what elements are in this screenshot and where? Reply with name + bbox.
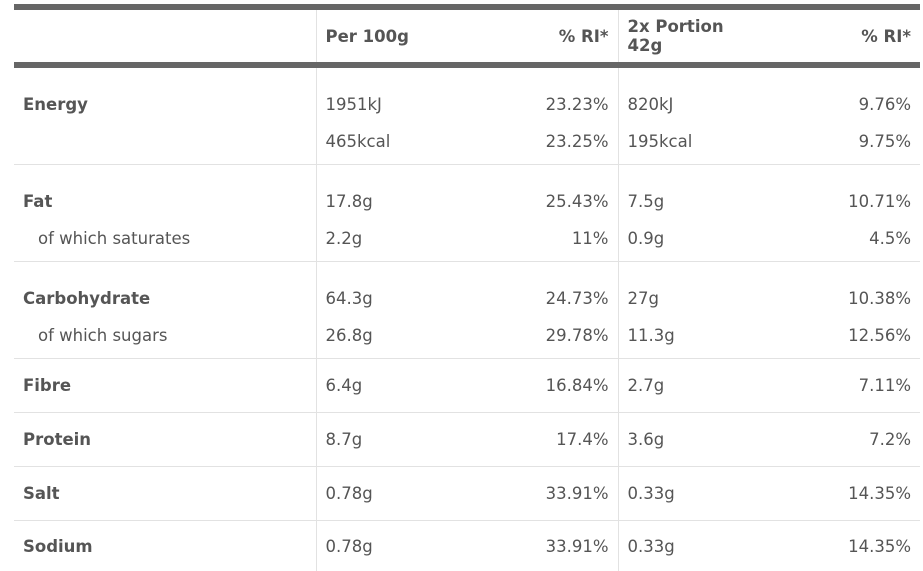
header-ri-per-100g: % RI* — [466, 7, 618, 65]
cell-ri-portion: 7.2% — [768, 413, 920, 467]
cell-per-100g: 26.8g — [316, 316, 466, 359]
row-label: Fat — [14, 165, 316, 220]
cell-per-100g: 2.2g — [316, 219, 466, 262]
table-row-carbohydrate: Carbohydrate 64.3g 24.73% 27g 10.38% — [14, 262, 920, 317]
cell-ri-portion: 7.11% — [768, 359, 920, 413]
cell-ri-per-100g: 33.91% — [466, 467, 618, 521]
cell-ri-per-100g: 23.23% — [466, 65, 618, 122]
table-body: Energy 1951kJ 23.23% 820kJ 9.76% 465kcal… — [14, 65, 920, 571]
cell-per-100g: 0.78g — [316, 521, 466, 571]
cell-portion: 0.33g — [618, 521, 768, 571]
cell-per-100g: 465kcal — [316, 122, 466, 165]
row-label: Energy — [14, 65, 316, 122]
cell-per-100g: 8.7g — [316, 413, 466, 467]
row-label: of which sugars — [14, 316, 316, 359]
header-per-100g: Per 100g — [316, 7, 466, 65]
cell-ri-portion: 14.35% — [768, 521, 920, 571]
table-row-protein: Protein 8.7g 17.4% 3.6g 7.2% — [14, 413, 920, 467]
table-row-energy-kj: Energy 1951kJ 23.23% 820kJ 9.76% — [14, 65, 920, 122]
cell-ri-per-100g: 16.84% — [466, 359, 618, 413]
row-label: Fibre — [14, 359, 316, 413]
cell-portion: 820kJ — [618, 65, 768, 122]
cell-portion: 0.33g — [618, 467, 768, 521]
cell-portion: 0.9g — [618, 219, 768, 262]
nutrition-panel: Per 100g % RI* 2x Portion 42g % RI* Ener… — [0, 0, 923, 526]
table-header: Per 100g % RI* 2x Portion 42g % RI* — [14, 7, 920, 65]
row-label: of which saturates — [14, 219, 316, 262]
cell-per-100g: 64.3g — [316, 262, 466, 317]
cell-ri-portion: 10.71% — [768, 165, 920, 220]
cell-ri-portion: 12.56% — [768, 316, 920, 359]
cell-ri-per-100g: 17.4% — [466, 413, 618, 467]
row-label: Sodium — [14, 521, 316, 571]
table-row-fat: Fat 17.8g 25.43% 7.5g 10.71% — [14, 165, 920, 220]
table-row-saturates: of which saturates 2.2g 11% 0.9g 4.5% — [14, 219, 920, 262]
cell-ri-portion: 10.38% — [768, 262, 920, 317]
cell-ri-portion: 9.76% — [768, 65, 920, 122]
cell-ri-portion: 4.5% — [768, 219, 920, 262]
cell-ri-per-100g: 33.91% — [466, 521, 618, 571]
cell-per-100g: 6.4g — [316, 359, 466, 413]
cell-ri-per-100g: 24.73% — [466, 262, 618, 317]
cell-ri-per-100g: 11% — [466, 219, 618, 262]
table-row-sugars: of which sugars 26.8g 29.78% 11.3g 12.56… — [14, 316, 920, 359]
cell-ri-per-100g: 25.43% — [466, 165, 618, 220]
row-label: Protein — [14, 413, 316, 467]
cell-per-100g: 17.8g — [316, 165, 466, 220]
row-label — [14, 122, 316, 165]
cell-ri-portion: 9.75% — [768, 122, 920, 165]
cell-portion: 11.3g — [618, 316, 768, 359]
cell-portion: 2.7g — [618, 359, 768, 413]
cell-ri-per-100g: 23.25% — [466, 122, 618, 165]
header-nutrient — [14, 7, 316, 65]
cell-ri-per-100g: 29.78% — [466, 316, 618, 359]
header-portion: 2x Portion 42g — [618, 7, 768, 65]
header-row: Per 100g % RI* 2x Portion 42g % RI* — [14, 7, 920, 65]
cell-per-100g: 1951kJ — [316, 65, 466, 122]
nutrition-table: Per 100g % RI* 2x Portion 42g % RI* Ener… — [14, 4, 920, 571]
row-label: Carbohydrate — [14, 262, 316, 317]
cell-portion: 195kcal — [618, 122, 768, 165]
cell-portion: 3.6g — [618, 413, 768, 467]
cell-per-100g: 0.78g — [316, 467, 466, 521]
table-row-energy-kcal: 465kcal 23.25% 195kcal 9.75% — [14, 122, 920, 165]
table-row-salt: Salt 0.78g 33.91% 0.33g 14.35% — [14, 467, 920, 521]
table-row-fibre: Fibre 6.4g 16.84% 2.7g 7.11% — [14, 359, 920, 413]
cell-portion: 7.5g — [618, 165, 768, 220]
cell-portion: 27g — [618, 262, 768, 317]
table-row-sodium: Sodium 0.78g 33.91% 0.33g 14.35% — [14, 521, 920, 571]
header-ri-portion: % RI* — [768, 7, 920, 65]
row-label: Salt — [14, 467, 316, 521]
cell-ri-portion: 14.35% — [768, 467, 920, 521]
